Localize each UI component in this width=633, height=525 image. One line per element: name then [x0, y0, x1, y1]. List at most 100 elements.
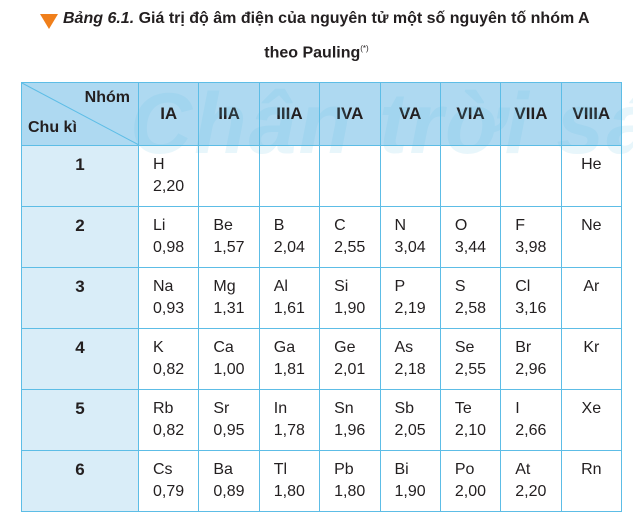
element-cell: Ne	[560, 206, 623, 268]
element-symbol: K	[153, 339, 164, 356]
table-row: 3 Na 0,93 Mg 1,31 Al 1,61 Si 1,90 P 2,19 S 2,58 Cl 3,1…	[21, 267, 623, 329]
electronegativity-value: 2,10	[454, 422, 487, 439]
diagonal-divider	[22, 83, 138, 145]
electronegativity-value: 2,20	[153, 178, 185, 195]
element-symbol: Kr	[583, 339, 600, 356]
element-cell: Bi 1,90	[379, 450, 441, 512]
period-cell: 1	[21, 145, 139, 207]
element-symbol: Rb	[153, 400, 174, 417]
element-cell: P 2,19	[379, 267, 441, 329]
group-header: IIIA	[258, 82, 321, 146]
caption-line-1: Bảng 6.1. Giá trị độ âm điện của nguyên …	[63, 10, 590, 28]
electronegativity-value: 0,89	[213, 483, 245, 500]
caption-line-2: theo Pauling(*)	[0, 44, 633, 62]
element-symbol: Ar	[583, 278, 600, 295]
electronegativity-value: 1,00	[213, 361, 245, 378]
electronegativity-value: 1,61	[273, 300, 305, 317]
element-symbol: Tl	[273, 461, 288, 478]
element-symbol: Sb	[394, 400, 415, 417]
corner-label-group: Nhóm	[84, 89, 130, 106]
element-cell: In 1,78	[258, 389, 321, 451]
element-symbol: Be	[213, 217, 233, 234]
electronegativity-value: 3,04	[394, 239, 426, 256]
element-cell: Rb 0,82	[137, 389, 200, 451]
element-symbol: Si	[334, 278, 349, 295]
table-row: 2 Li 0,98 Be 1,57 B 2,04 C 2,55 N 3,04 O 3,44 F 3,98 Ne	[21, 206, 623, 268]
electronegativity-value: 2,01	[334, 361, 366, 378]
element-symbol: Br	[515, 339, 532, 356]
table-container: Nhóm Chu kì IA IIA IIIA IVA VA VIA VIIA …	[21, 82, 623, 512]
element-cell: Al 1,61	[258, 267, 321, 329]
element-cell: Br 2,96	[500, 328, 562, 390]
element-symbol: Cl	[515, 278, 531, 295]
electronegativity-value: 1,80	[273, 483, 305, 500]
caption-footnote-mark: (*)	[360, 44, 369, 53]
period-cell: 3	[21, 267, 139, 329]
table-row: 6 Cs 0,79 Ba 0,89 Tl 1,80 Pb 1,80 Bi 1,90 Po 2,00 At 2…	[21, 450, 623, 512]
element-cell: Xe	[560, 389, 623, 451]
electronegativity-value: 1,96	[334, 422, 366, 439]
group-header: IIA	[198, 82, 260, 146]
element-symbol: C	[334, 217, 346, 234]
group-header: VA	[379, 82, 441, 146]
element-cell: Po 2,00	[439, 450, 502, 512]
element-symbol: Na	[153, 278, 174, 295]
element-cell: At 2,20	[500, 450, 562, 512]
element-cell	[319, 145, 381, 207]
element-symbol: Rn	[581, 461, 602, 478]
element-symbol: Mg	[213, 278, 236, 295]
electronegativity-value: 3,44	[454, 239, 487, 256]
element-cell: Li 0,98	[137, 206, 200, 268]
electronegativity-value: 2,55	[454, 361, 487, 378]
element-cell: Sr 0,95	[198, 389, 260, 451]
element-symbol: Sr	[213, 400, 230, 417]
element-cell: Se 2,55	[439, 328, 502, 390]
header-row: Nhóm Chu kì IA IIA IIIA IVA VA VIA VIIA …	[21, 82, 623, 146]
electronegativity-value: 2,04	[273, 239, 305, 256]
element-cell: Pb 1,80	[319, 450, 381, 512]
group-header: IA	[137, 82, 200, 146]
element-cell: B 2,04	[258, 206, 321, 268]
element-symbol: Po	[454, 461, 475, 478]
electronegativity-value: 0,93	[153, 300, 185, 317]
element-cell: Sn 1,96	[319, 389, 381, 451]
element-symbol: In	[273, 400, 288, 417]
electronegativity-value: 3,98	[515, 239, 547, 256]
element-cell: Sb 2,05	[379, 389, 441, 451]
table-caption: Bảng 6.1. Giá trị độ âm điện của nguyên …	[0, 4, 633, 74]
electronegativity-value: 0,79	[153, 483, 185, 500]
element-cell: Ge 2,01	[319, 328, 381, 390]
group-header: VIA	[439, 82, 502, 146]
caption-title-line-2: theo Pauling	[264, 44, 361, 62]
element-symbol: Ba	[213, 461, 233, 478]
element-cell: S 2,58	[439, 267, 502, 329]
period-cell: 6	[21, 450, 139, 512]
element-cell: Be 1,57	[198, 206, 260, 268]
element-symbol: Ne	[581, 217, 602, 234]
electronegativity-value: 0,98	[153, 239, 185, 256]
electronegativity-value: 2,19	[394, 300, 426, 317]
element-cell: He	[560, 145, 623, 207]
electronegativity-value: 2,18	[394, 361, 426, 378]
triangle-bullet-icon	[40, 14, 58, 29]
element-cell: C 2,55	[319, 206, 381, 268]
electronegativity-value: 1,90	[394, 483, 426, 500]
group-header: VIIIA	[560, 82, 623, 146]
element-symbol: N	[394, 217, 407, 234]
element-symbol: Al	[273, 278, 288, 295]
electronegativity-value: 2,58	[454, 300, 487, 317]
electronegativity-value: 1,90	[334, 300, 366, 317]
element-symbol: O	[454, 217, 468, 234]
caption-label: Bảng 6.1.	[63, 10, 135, 27]
element-symbol: Sn	[334, 400, 354, 417]
electronegativity-value: 0,95	[213, 422, 245, 439]
element-symbol: Pb	[334, 461, 354, 478]
electronegativity-value: 1,78	[273, 422, 305, 439]
element-cell	[198, 145, 260, 207]
period-cell: 5	[21, 389, 139, 451]
element-symbol: At	[515, 461, 531, 478]
table-row: 5 Rb 0,82 Sr 0,95 In 1,78 Sn 1,96 Sb 2,05 Te 2,10 I 2,…	[21, 389, 623, 451]
element-cell: Ar	[560, 267, 623, 329]
element-symbol: Ge	[334, 339, 356, 356]
period-cell: 4	[21, 328, 139, 390]
